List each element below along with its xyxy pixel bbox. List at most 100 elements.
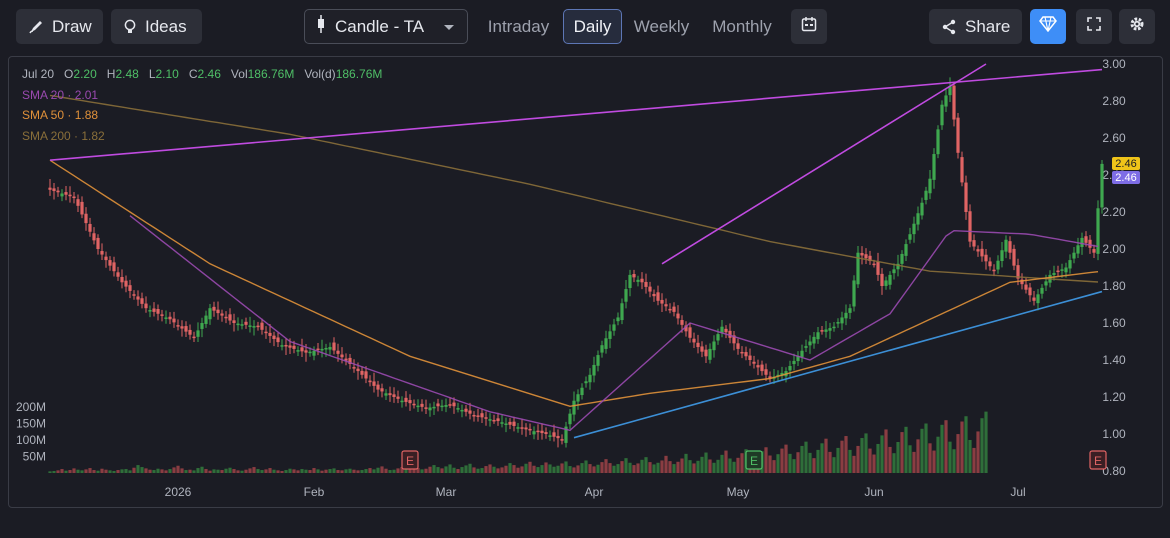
volume-bar <box>260 470 264 473</box>
candle-body <box>944 95 948 107</box>
volume-bar <box>400 467 404 473</box>
volume-bar <box>544 462 548 473</box>
last-price-tag <box>1112 171 1140 184</box>
share-button[interactable]: Share <box>929 9 1022 44</box>
calendar-button[interactable] <box>791 9 827 44</box>
gear-icon <box>1129 16 1145 37</box>
candle-body <box>804 346 808 348</box>
candle-body <box>628 274 632 289</box>
candle-body <box>524 427 528 430</box>
candle-body <box>668 308 672 311</box>
candle-body <box>960 157 964 183</box>
candle-body <box>492 419 496 422</box>
volume-bar <box>184 470 188 473</box>
chart-type-select[interactable]: Candle - TA <box>304 9 468 44</box>
candle-body <box>452 402 456 407</box>
candle-body <box>956 117 960 153</box>
volume-bar <box>972 447 976 473</box>
volume-bar <box>416 468 420 473</box>
sma20-line <box>129 215 1099 432</box>
volume-bar <box>648 462 652 473</box>
volume-bar <box>128 470 132 473</box>
chart-panel <box>8 56 1163 508</box>
volume-bar <box>304 469 308 473</box>
candle-body <box>228 314 232 321</box>
candle-body <box>744 352 748 357</box>
candle-body <box>104 256 108 261</box>
y-tick-label: 2.80 <box>1102 94 1126 108</box>
candle-body <box>564 426 568 443</box>
volume-bar <box>872 454 876 473</box>
volume-bar <box>976 431 980 473</box>
candle-body <box>332 342 336 351</box>
settings-button[interactable] <box>1119 9 1155 44</box>
tab-intraday[interactable]: Intraday <box>487 16 550 36</box>
candle-body <box>808 341 812 346</box>
candle-body <box>432 406 436 409</box>
volume-bar <box>100 468 104 473</box>
open-value: 2.20 <box>73 67 97 81</box>
candle-body <box>568 413 572 425</box>
candle-body <box>328 347 332 350</box>
fullscreen-button[interactable] <box>1076 9 1112 44</box>
volume-bar <box>820 443 824 473</box>
volume-label: Vol <box>230 67 248 81</box>
candle-body <box>1088 239 1092 248</box>
candle-body <box>580 387 584 396</box>
candle-body <box>192 336 196 339</box>
candle-body <box>424 407 428 409</box>
volume-bar <box>912 451 916 473</box>
tab-daily[interactable]: Daily <box>563 9 622 44</box>
y-tick-label: 2.00 <box>1102 242 1126 256</box>
draw-button[interactable]: Draw <box>16 9 103 44</box>
tab-monthly[interactable]: Monthly <box>712 16 772 36</box>
candle-body <box>640 278 644 283</box>
volume-bar <box>944 420 948 473</box>
volume-bar <box>708 459 712 473</box>
volume-bar <box>768 455 772 473</box>
candle-body <box>260 322 264 330</box>
candle-body <box>908 234 912 240</box>
volume-bar <box>860 438 864 473</box>
candle-body <box>440 405 444 408</box>
volume-bar <box>484 466 488 473</box>
candle-body <box>828 328 832 331</box>
volume-bar <box>324 469 328 473</box>
volume-tick-label: 100M <box>16 433 46 447</box>
volume-bar <box>384 468 388 473</box>
candle-body <box>352 367 356 369</box>
volume-bar <box>316 469 320 473</box>
volume-bar <box>352 469 356 473</box>
candle-body <box>692 338 696 343</box>
ideas-button[interactable]: Ideas <box>111 9 202 44</box>
candle-body <box>664 304 668 307</box>
candle-body <box>132 294 136 296</box>
volume-bar <box>144 468 148 473</box>
candle-body <box>248 325 252 327</box>
tab-weekly[interactable]: Weekly <box>633 16 690 36</box>
sma20-value: 2.01 <box>74 87 99 102</box>
volume-bar <box>124 469 128 473</box>
volume-bar <box>652 464 656 473</box>
candle-body <box>876 261 880 275</box>
volume-bar <box>480 468 484 473</box>
volume-bar <box>852 455 856 473</box>
candle-body <box>836 322 840 324</box>
volume-bar <box>136 465 140 473</box>
premium-button[interactable] <box>1030 9 1066 44</box>
volume-bar <box>176 465 180 473</box>
candle-body <box>532 431 536 435</box>
volume-bar <box>420 469 424 473</box>
volume-bar <box>688 460 692 473</box>
candle-body <box>48 187 52 190</box>
candle-body <box>608 331 612 339</box>
candle-body <box>548 435 552 437</box>
volume-bar <box>584 460 588 473</box>
diamond-icon <box>1039 16 1057 37</box>
volume-bar <box>180 468 184 473</box>
x-tick-label: May <box>727 485 750 499</box>
candle-body <box>848 308 852 313</box>
volume-tick-label: 200M <box>16 400 46 414</box>
volume-bar <box>856 445 860 473</box>
